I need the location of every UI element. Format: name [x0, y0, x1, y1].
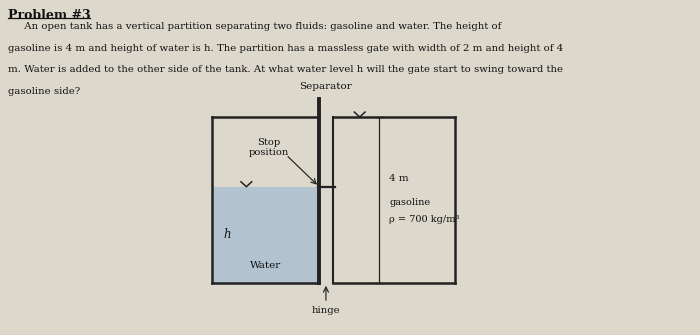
Text: Stop: Stop	[257, 138, 280, 147]
Text: gasoline side?: gasoline side?	[8, 86, 80, 95]
Text: Water: Water	[250, 262, 281, 270]
Text: An open tank has a vertical partition separating two fluids: gasoline and water.: An open tank has a vertical partition se…	[8, 22, 501, 31]
Text: Separator: Separator	[300, 82, 352, 91]
Text: Problem #3: Problem #3	[8, 9, 90, 22]
Text: hinge: hinge	[312, 306, 340, 315]
Text: gasoline: gasoline	[389, 198, 430, 206]
Text: 4 m: 4 m	[389, 174, 409, 183]
Bar	[212, 187, 319, 283]
Text: position: position	[248, 148, 288, 157]
Text: h: h	[224, 228, 232, 241]
Text: ρ = 700 kg/m³: ρ = 700 kg/m³	[389, 215, 459, 224]
Text: gasoline is 4 m and height of water is h. The partition has a massless gate with: gasoline is 4 m and height of water is h…	[8, 44, 563, 53]
Text: m. Water is added to the other side of the tank. At what water level h will the : m. Water is added to the other side of t…	[8, 65, 563, 74]
